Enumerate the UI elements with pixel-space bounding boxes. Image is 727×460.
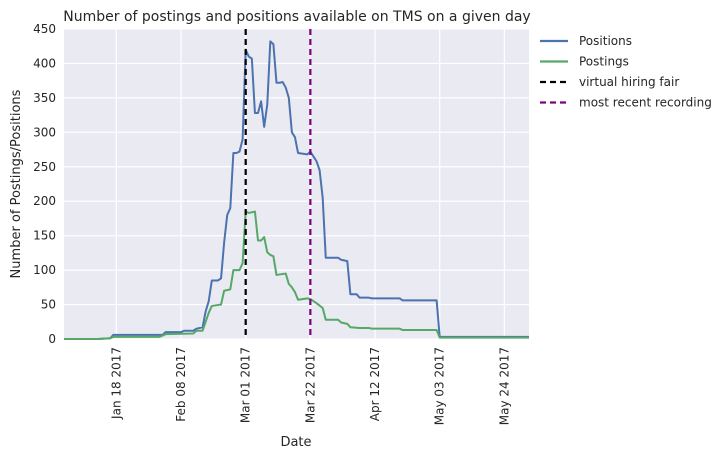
plot-background <box>64 29 529 339</box>
legend: Positions Postings virtual hiring fair most… <box>540 34 712 110</box>
series-line-positions <box>64 40 529 340</box>
legend-label-positions: Positions <box>579 34 632 48</box>
legend-label-most-recent-recording: most recent recording <box>579 96 712 110</box>
legend-label-postings: Postings <box>579 55 629 69</box>
y-tick-label: 450 <box>33 22 56 36</box>
y-tick-label: 300 <box>33 125 56 139</box>
x-tick-label: Mar 01 2017 <box>239 347 253 423</box>
chart-title: Number of postings and positions availab… <box>63 9 530 25</box>
reference-lines <box>244 29 312 339</box>
series-lines <box>64 40 529 340</box>
x-tick-label: May 03 2017 <box>433 347 447 425</box>
legend-label-virtual-hiring-fair: virtual hiring fair <box>579 75 679 89</box>
x-tick-label: May 24 2017 <box>497 347 511 425</box>
x-axis-ticks: Jan 18 2017 Feb 08 2017 Mar 01 2017 Mar 22 … <box>109 347 511 425</box>
x-tick-label: Jan 18 2017 <box>109 347 123 420</box>
x-tick-label: Apr 12 2017 <box>368 347 382 421</box>
x-axis-label: Date <box>280 435 311 450</box>
x-tick-label: Feb 08 2017 <box>174 347 188 422</box>
series-line-postings <box>64 210 529 340</box>
y-tick-label: 400 <box>33 56 56 70</box>
y-axis-ticks: 0 50 100 150 200 250 300 350 400 450 <box>33 22 56 346</box>
y-tick-label: 50 <box>41 298 56 312</box>
y-tick-label: 0 <box>48 332 56 346</box>
y-tick-label: 200 <box>33 194 56 208</box>
x-tick-label: Mar 22 2017 <box>303 347 317 423</box>
y-axis-label: Number of Postings/Positions <box>9 89 24 278</box>
y-tick-label: 350 <box>33 91 56 105</box>
y-tick-label: 250 <box>33 160 56 174</box>
y-tick-label: 100 <box>33 263 56 277</box>
y-tick-label: 150 <box>33 229 56 243</box>
